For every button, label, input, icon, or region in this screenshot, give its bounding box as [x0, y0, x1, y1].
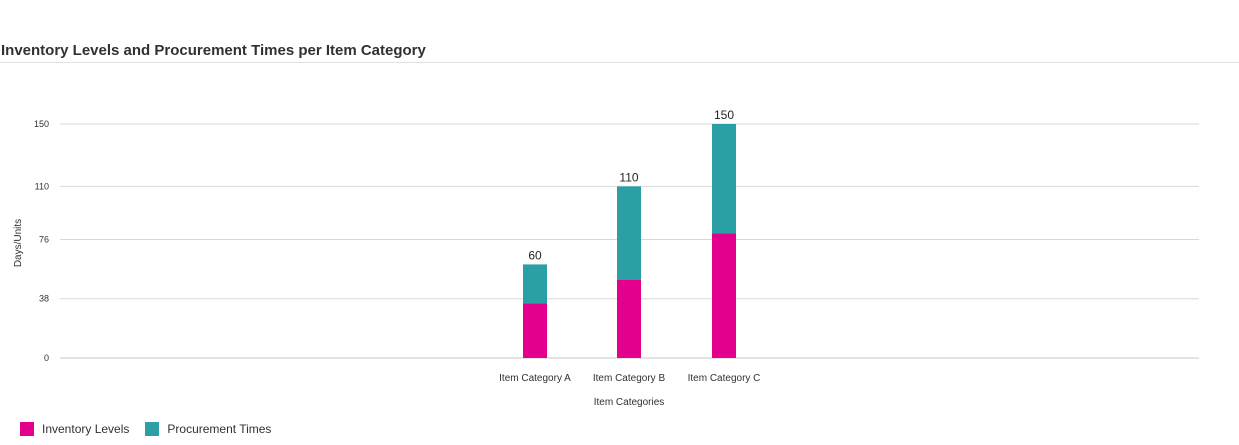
legend-item-procurement[interactable]: Procurement Times: [145, 422, 271, 436]
y-tick-label: 76: [39, 234, 49, 244]
chart-title: Inventory Levels and Procurement Times p…: [1, 42, 426, 59]
total-label-3: 150: [714, 108, 734, 122]
x-category-label-2: Item Category B: [593, 373, 666, 384]
bar-inventory-1: [523, 303, 547, 358]
bar-procurement-3: [712, 124, 736, 234]
total-labels: 60 110 150: [528, 108, 734, 262]
y-axis-title: Days/Units: [13, 219, 24, 267]
y-tick-label: 38: [39, 294, 49, 304]
legend-label-inventory: Inventory Levels: [42, 422, 130, 436]
legend-item-inventory[interactable]: Inventory Levels: [20, 422, 129, 436]
x-axis-categories: Item Category A Item Category B Item Categ…: [499, 373, 760, 384]
total-label-2: 110: [619, 170, 638, 184]
bars: [523, 124, 736, 358]
bar-procurement-1: [523, 264, 547, 304]
y-tick-label: 150: [34, 119, 49, 129]
legend: Inventory Levels Procurement Times: [20, 422, 287, 436]
y-tick-label: 110: [35, 181, 49, 191]
legend-swatch-inventory: [20, 422, 34, 436]
x-category-label-3: Item Category C: [688, 373, 761, 384]
y-axis-ticks: 0 38 76 110 150: [34, 119, 49, 363]
bar-inventory-3: [712, 233, 736, 358]
y-tick-label: 0: [44, 353, 49, 363]
bar-inventory-2: [617, 280, 641, 358]
x-axis-title: Item Categories: [594, 397, 665, 408]
title-divider: [0, 62, 1239, 63]
legend-swatch-procurement: [145, 422, 160, 436]
bar-procurement-2: [617, 186, 641, 280]
legend-label-procurement: Procurement Times: [167, 422, 272, 436]
total-label-1: 60: [528, 248, 542, 262]
x-category-label-1: Item Category A: [499, 373, 571, 384]
